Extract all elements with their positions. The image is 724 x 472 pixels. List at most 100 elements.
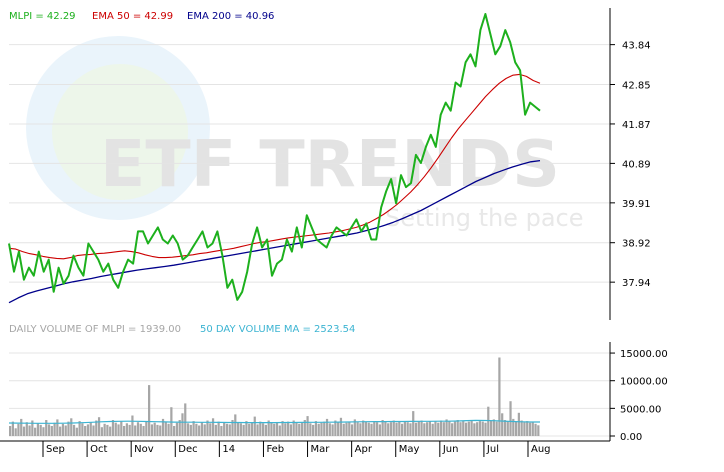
volume-bar <box>520 420 523 436</box>
volume-bar <box>189 424 192 436</box>
volume-bar <box>400 423 404 436</box>
volume-bar <box>514 421 518 436</box>
volume-bar <box>492 419 495 436</box>
volume-tick-label: 5000.00 <box>620 404 661 415</box>
x-tick-label: Aug <box>531 444 551 455</box>
watermark-brand: ETF TRENDS <box>100 128 560 202</box>
volume-bar <box>203 424 206 436</box>
volume-bar <box>534 423 537 436</box>
volume-bar <box>478 421 482 436</box>
volume-legend: DAILY VOLUME OF MLPI = 1939.00 50 DAY VO… <box>9 324 355 335</box>
volume-bar <box>111 420 115 436</box>
volume-bar <box>487 406 490 436</box>
x-tick-label: Mar <box>311 444 331 455</box>
volume-bar <box>167 423 170 436</box>
volume-bar <box>537 425 540 436</box>
volume-bar <box>273 423 276 436</box>
volume-bar <box>125 423 128 436</box>
x-tick-label: 14 <box>222 444 235 455</box>
volume-bar <box>389 422 393 436</box>
volume-bar <box>423 423 426 436</box>
volume-bar <box>20 418 23 436</box>
volume-bar <box>275 422 279 436</box>
volume-bar <box>159 425 162 436</box>
volume-bar <box>145 421 148 436</box>
volume-bar <box>148 385 151 436</box>
volume-bar <box>306 416 309 436</box>
volume-bar <box>239 423 242 436</box>
volume-bar <box>384 421 387 436</box>
watermark-globe-core <box>52 64 188 200</box>
volume-bar <box>409 423 412 436</box>
volume-bar <box>364 421 368 436</box>
legend-volume: DAILY VOLUME OF MLPI = 1939.00 <box>9 324 181 335</box>
volume-bar <box>459 422 462 436</box>
volume-bar <box>453 421 457 436</box>
volume-bar <box>434 421 437 436</box>
price-series <box>8 13 541 304</box>
volume-bar <box>345 422 348 436</box>
volume-bar <box>331 424 334 436</box>
volume-bar <box>431 423 434 436</box>
volume-bar <box>242 424 245 436</box>
volume-bar <box>64 425 67 436</box>
volume-bar <box>61 423 65 436</box>
volume-bar <box>70 418 73 436</box>
volume-bar <box>517 412 520 436</box>
legend-volume-ma: 50 DAY VOLUME MA = 2523.54 <box>200 324 355 335</box>
volume-bar <box>414 422 418 436</box>
volume-bar <box>289 424 293 436</box>
volume-bar <box>328 423 331 436</box>
volume-bar <box>47 424 51 436</box>
volume-bar <box>131 415 134 436</box>
volume-bar <box>356 422 359 436</box>
volume-bar <box>209 423 212 436</box>
x-tick-label: Dec <box>178 444 197 455</box>
volume-bar <box>420 420 423 436</box>
volume-bar <box>156 424 159 436</box>
volume-bar <box>467 421 470 436</box>
volume-bar <box>378 424 381 436</box>
volume-bar <box>142 426 145 436</box>
price-legend: MLPI = 42.29 EMA 50 = 42.99 EMA 200 = 40… <box>9 11 274 22</box>
volume-bar <box>270 422 273 436</box>
volume-bar <box>36 423 40 436</box>
volume-bar <box>501 413 504 436</box>
volume-bar <box>14 428 17 436</box>
volume-bar <box>217 421 220 436</box>
volume-bar <box>103 423 106 436</box>
volume-bar <box>225 423 229 436</box>
volume-bar <box>81 423 84 436</box>
legend-price: MLPI = 42.29 <box>9 11 76 22</box>
x-tick-label: Jul <box>486 444 499 455</box>
volume-bar <box>264 424 267 436</box>
volume-bar <box>106 424 109 436</box>
volume-bar <box>72 424 76 436</box>
volume-bar <box>173 426 176 436</box>
volume-bar <box>178 420 181 436</box>
volume-bar <box>498 357 501 436</box>
volume-bar <box>503 420 507 436</box>
volume-bar <box>92 425 95 436</box>
price-tick-label: 41.87 <box>622 120 651 131</box>
volume-bar <box>198 425 201 436</box>
volume-bar <box>78 421 81 436</box>
volume-bar <box>370 423 373 436</box>
volume-bar <box>442 422 445 436</box>
volume-bar <box>184 403 187 436</box>
volume-ma <box>8 419 540 424</box>
volume-bar <box>153 422 156 436</box>
volume-bar <box>314 421 318 436</box>
price-y-ticks: 37.94 38.92 39.91 40.89 41.87 42.85 43.84 <box>610 41 651 289</box>
volume-bar <box>437 422 440 436</box>
volume-bar <box>245 421 248 436</box>
volume-bars <box>9 357 540 436</box>
price-tick-label: 39.91 <box>622 199 651 210</box>
volume-bar <box>75 427 78 436</box>
volume-bar <box>236 422 240 436</box>
volume-bar <box>253 416 256 436</box>
volume-bar <box>28 425 31 436</box>
volume-bar <box>261 423 265 436</box>
volume-bar <box>17 423 20 436</box>
volume-bar <box>406 422 409 436</box>
